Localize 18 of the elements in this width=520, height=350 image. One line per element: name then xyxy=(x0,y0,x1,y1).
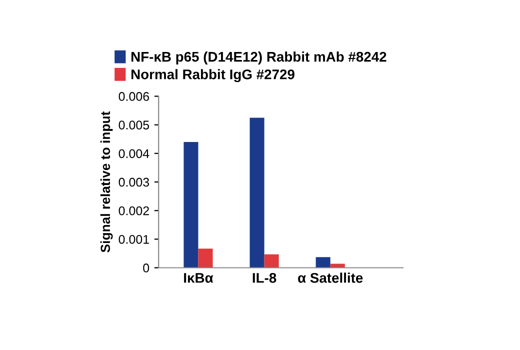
x-tick-label: IκBα xyxy=(184,273,214,283)
x-tick-label: α Satellite xyxy=(298,272,363,283)
bar xyxy=(264,254,279,268)
y-tick-label: 0.006 xyxy=(118,92,150,101)
y-tick-label: 0.004 xyxy=(118,149,150,158)
legend-label: NF-κB p65 (D14E12) Rabbit mAb #8242 xyxy=(131,52,386,64)
bar xyxy=(198,248,213,268)
bar xyxy=(316,257,330,268)
x-tick-label: IL-8 xyxy=(252,272,276,283)
y-tick-label: 0.002 xyxy=(118,206,149,216)
bar xyxy=(250,118,264,268)
y-tick-label: 0.005 xyxy=(118,120,150,130)
bar xyxy=(184,142,198,268)
y-axis-title: Signal relative to input xyxy=(100,111,113,252)
y-tick-label: 0.001 xyxy=(118,234,149,244)
y-tick-label: 0.003 xyxy=(118,178,150,187)
y-tick-label: 0 xyxy=(143,264,150,272)
legend-label: Normal Rabbit IgG #2729 xyxy=(131,69,294,82)
